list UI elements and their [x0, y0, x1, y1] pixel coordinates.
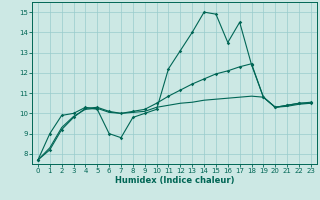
X-axis label: Humidex (Indice chaleur): Humidex (Indice chaleur): [115, 176, 234, 185]
